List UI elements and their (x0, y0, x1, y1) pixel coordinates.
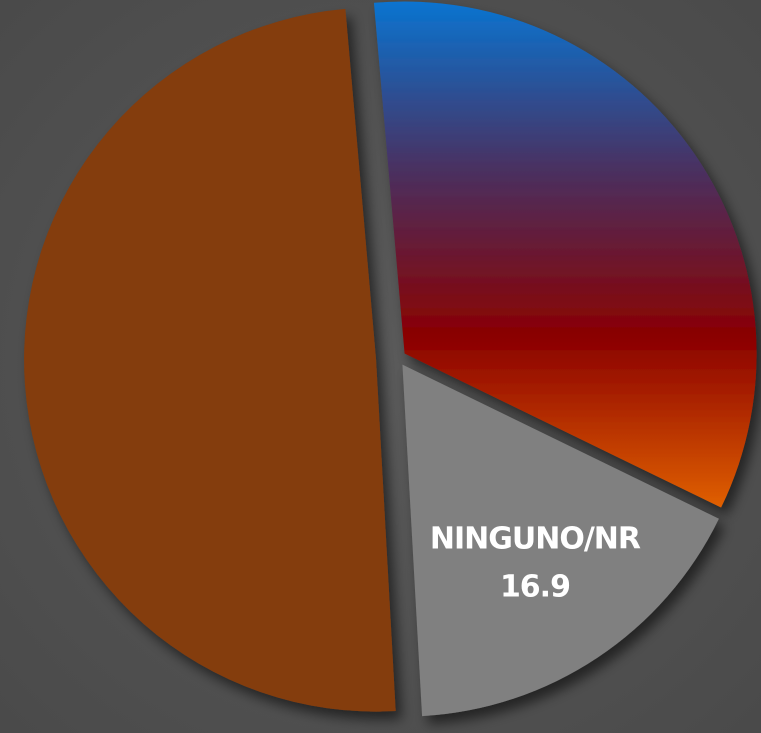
slice-value: 16.9 (500, 569, 570, 604)
pie (24, 1, 757, 717)
labels: NINGUNO/NR 16.9 (430, 521, 642, 604)
pie-slice (402, 364, 719, 717)
slice-label: NINGUNO/NR (430, 521, 641, 556)
pie-slice (24, 8, 396, 712)
pie-slice (373, 1, 757, 508)
